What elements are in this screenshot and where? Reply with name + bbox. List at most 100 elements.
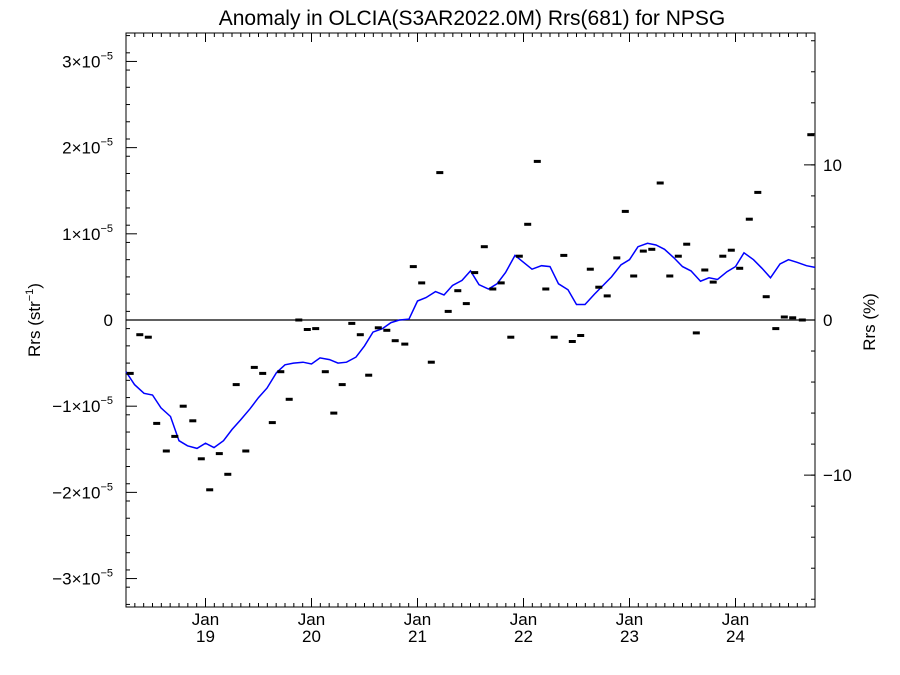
y-tick-label: 1×10−5 (62, 223, 113, 244)
data-point (692, 331, 700, 335)
x-tick-label-month: Jan (298, 610, 325, 629)
data-point (365, 373, 373, 377)
data-point (533, 159, 541, 163)
chart-title: Anomaly in OLCIA(S3AR2022.0M) Rrs(681) f… (219, 7, 726, 30)
data-point (285, 397, 293, 401)
data-point (197, 457, 205, 461)
data-point (568, 340, 576, 343)
data-point (126, 371, 134, 375)
data-point (215, 452, 223, 456)
x-tick-label-month: Jan (510, 610, 537, 629)
y2-tick-label: 0 (823, 311, 832, 330)
data-point (136, 333, 144, 337)
data-point (250, 365, 258, 369)
data-point (338, 383, 346, 387)
x-tick-label-month: Jan (404, 610, 431, 629)
data-point (153, 421, 161, 425)
data-point (542, 287, 550, 291)
data-point (683, 242, 691, 246)
x-tick-label-month: Jan (616, 610, 643, 629)
data-point (471, 271, 479, 275)
x-tick-label-month: Jan (722, 610, 749, 629)
data-point (427, 360, 435, 364)
y2-axis-label: Rrs (%) (860, 293, 879, 351)
data-point (162, 449, 170, 453)
data-point (674, 254, 682, 258)
data-point (391, 339, 399, 343)
data-point (268, 421, 276, 425)
data-point (189, 419, 197, 423)
data-point (613, 256, 621, 260)
data-point (515, 254, 523, 258)
running-mean-path (125, 242, 816, 450)
y-tick-label: 3×10−5 (62, 50, 113, 71)
y-axis-label: Rrs (str−1) (24, 283, 44, 357)
data-point (621, 209, 629, 213)
data-point (312, 327, 320, 331)
data-point (736, 266, 744, 270)
data-point (330, 411, 338, 415)
data-point (277, 370, 285, 374)
y2-tick-label: −10 (823, 466, 852, 485)
data-point (497, 281, 505, 285)
data-point (444, 309, 452, 313)
data-point (436, 171, 444, 175)
y-tick-label: −2×10−5 (52, 481, 113, 502)
data-point (356, 333, 364, 337)
data-point (550, 335, 558, 339)
x-tick-label-year: 20 (302, 627, 321, 646)
data-point (171, 434, 179, 438)
data-point (507, 335, 515, 339)
data-point (454, 289, 462, 293)
data-point (295, 318, 303, 322)
data-point (709, 280, 717, 284)
y-tick-label: −3×10−5 (52, 568, 113, 589)
data-point (206, 488, 214, 492)
data-point (524, 222, 532, 226)
data-point (807, 133, 815, 137)
data-point (489, 287, 497, 291)
running-mean-line (125, 242, 816, 450)
data-point (303, 328, 311, 331)
y-tick-label: −1×10−5 (52, 395, 113, 416)
data-point (772, 327, 780, 331)
x-tick-label-year: 21 (408, 627, 427, 646)
data-point (762, 295, 770, 299)
data-point (595, 285, 603, 289)
data-point (701, 268, 709, 272)
data-point (321, 370, 329, 374)
data-point (789, 316, 797, 320)
x-tick-label-year: 24 (726, 627, 745, 646)
data-point (232, 383, 240, 387)
data-point (648, 247, 656, 251)
x-tick-label-year: 23 (620, 627, 639, 646)
data-point (348, 321, 356, 325)
data-point (409, 265, 417, 269)
data-point (462, 302, 470, 306)
data-point (374, 326, 382, 330)
data-point (259, 371, 267, 375)
monthly-anomaly-points (126, 133, 815, 492)
y-axis-left: 3×10−5 2×10−5 1×10−5 0 −1×10−5 −2×10−5 −3×10−5 (52, 35, 137, 605)
x-tick-label-month: Jan (192, 610, 219, 629)
data-point (242, 449, 250, 453)
x-tick-label-year: 22 (514, 627, 533, 646)
data-point (666, 274, 674, 278)
y-tick-label: 2×10−5 (62, 137, 113, 158)
data-point (780, 315, 788, 319)
data-point (179, 404, 187, 408)
data-point (727, 248, 735, 252)
data-point (401, 342, 409, 346)
data-point (656, 181, 664, 185)
x-tick-label-year: 19 (196, 627, 215, 646)
data-point (144, 335, 152, 339)
data-point (480, 245, 488, 249)
data-point (639, 249, 647, 253)
data-point (719, 254, 727, 258)
data-point (577, 334, 585, 337)
y-axis-right: 10 0 −10 (804, 40, 852, 600)
data-point (224, 472, 232, 476)
data-point (630, 274, 638, 278)
